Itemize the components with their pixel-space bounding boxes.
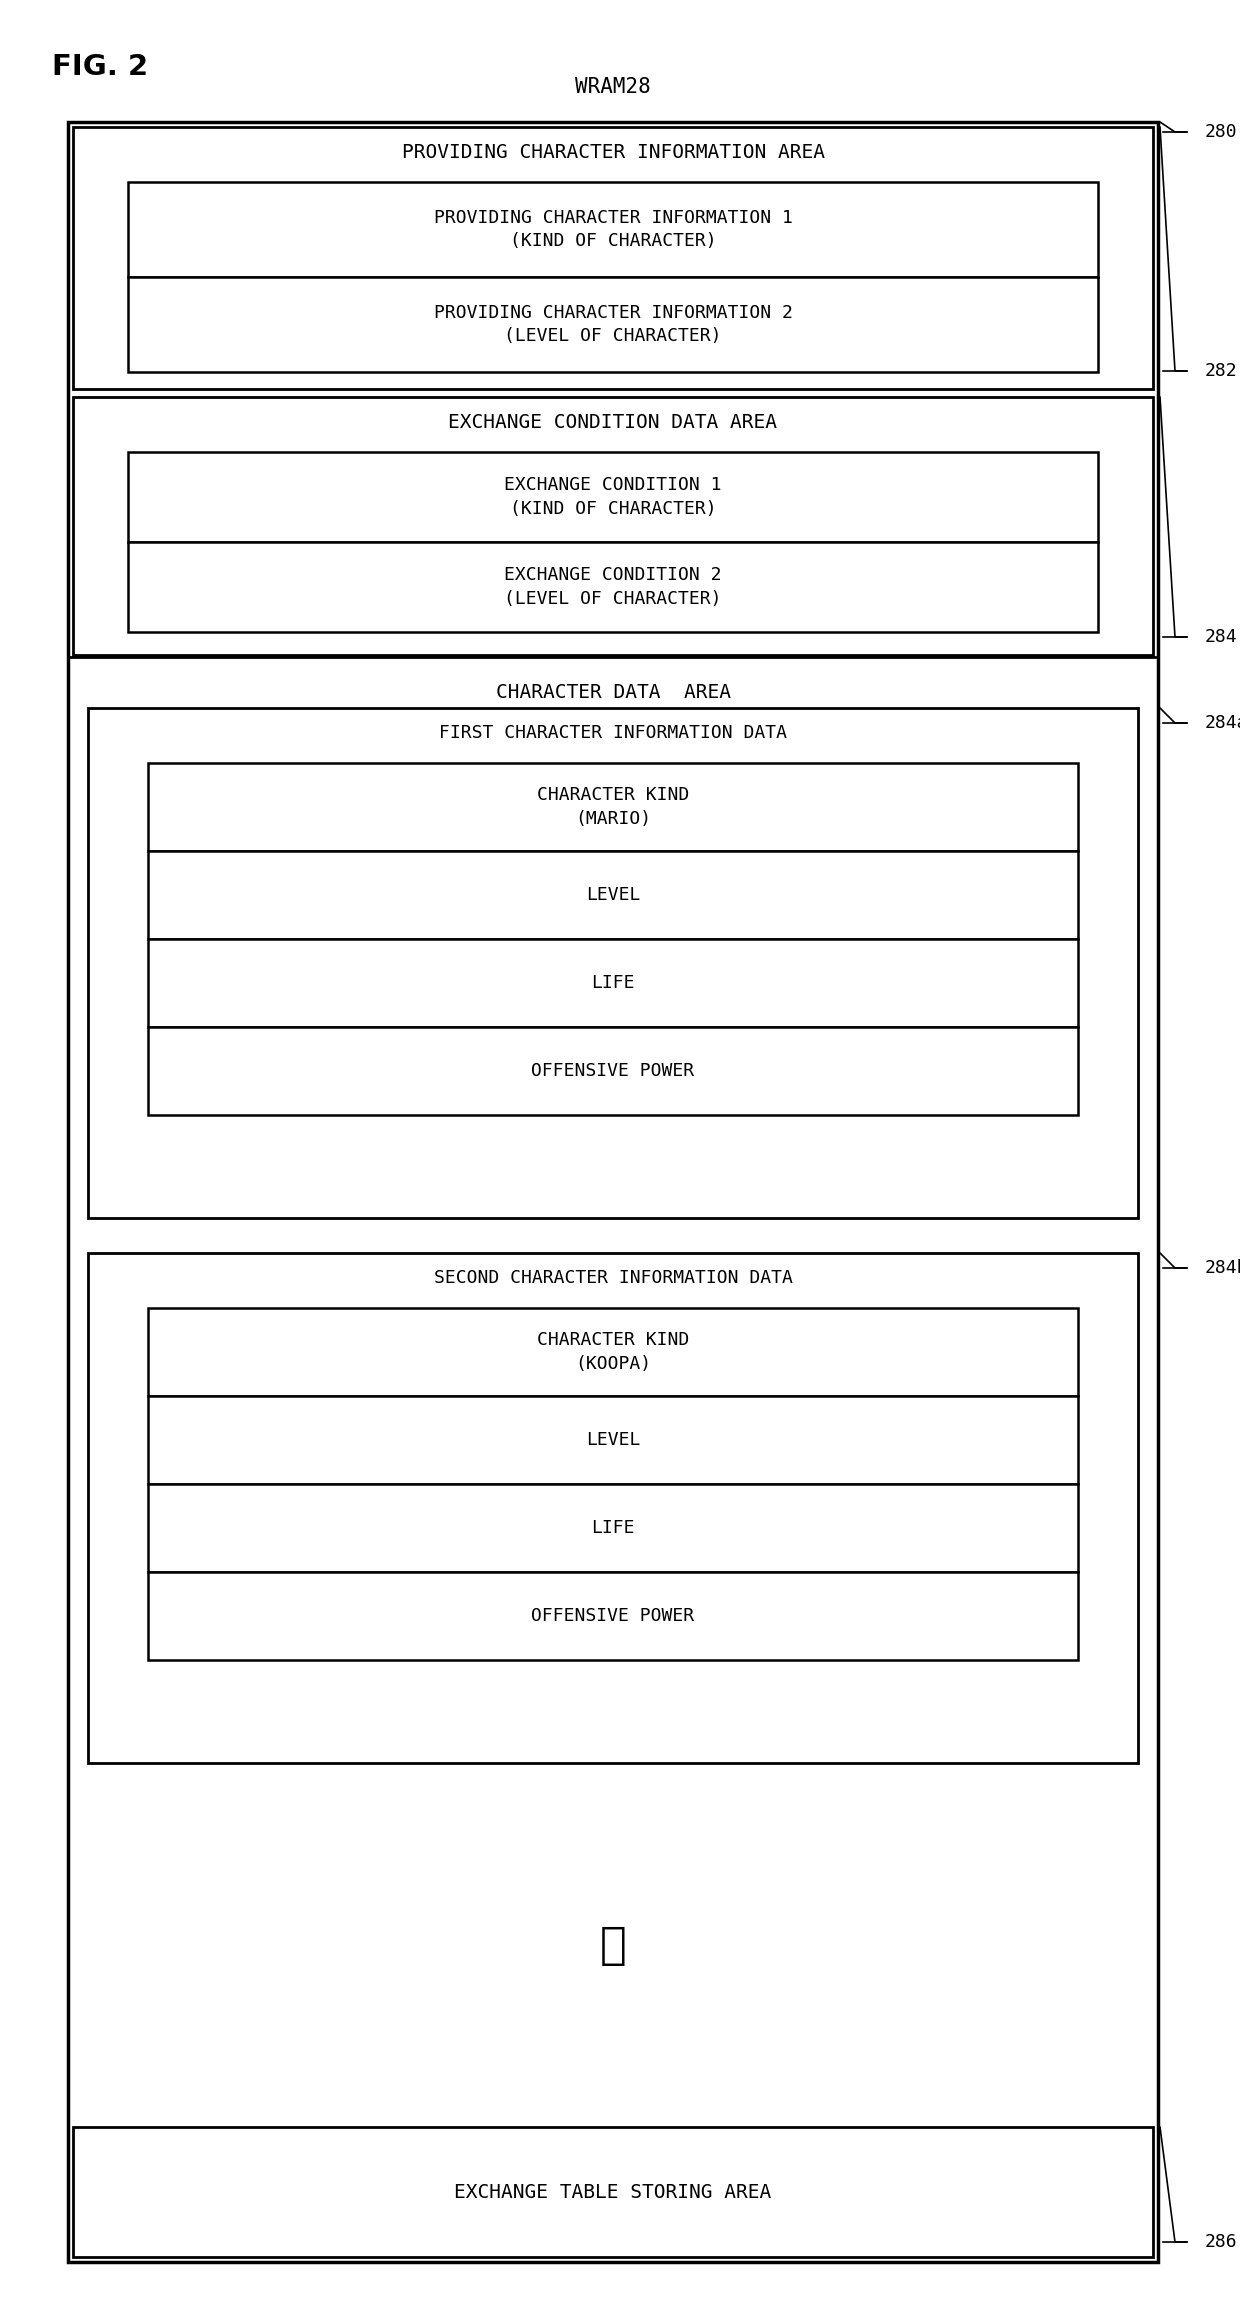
Bar [68,123,1158,2262]
Text: OFFENSIVE POWER: OFFENSIVE POWER [532,1061,694,1080]
Text: PROVIDING CHARACTER INFORMATION 2
(LEVEL OF CHARACTER): PROVIDING CHARACTER INFORMATION 2 (LEVEL… [434,304,792,346]
Bar [88,708,1138,1219]
Text: OFFENSIVE POWER: OFFENSIVE POWER [532,1607,694,1625]
Bar [148,938,1078,1026]
Bar [128,276,1097,372]
Bar [73,397,1153,655]
Text: LEVEL: LEVEL [585,887,640,903]
Bar [128,181,1097,276]
Bar [128,453,1097,541]
Text: EXCHANGE TABLE STORING AREA: EXCHANGE TABLE STORING AREA [454,2183,771,2201]
Text: ⋮: ⋮ [600,1923,626,1967]
Bar [128,541,1097,632]
Text: 286: 286 [1205,2234,1238,2250]
Bar [148,1307,1078,1396]
Text: CHARACTER KIND
(MARIO): CHARACTER KIND (MARIO) [537,787,689,829]
Text: 284b: 284b [1205,1259,1240,1277]
Text: FIG. 2: FIG. 2 [52,53,148,81]
Text: EXCHANGE CONDITION DATA AREA: EXCHANGE CONDITION DATA AREA [449,413,777,432]
Bar [73,2127,1153,2257]
Bar [148,1026,1078,1115]
Text: 284: 284 [1205,627,1238,646]
Bar [88,1254,1138,1762]
Text: 280: 280 [1205,123,1238,142]
Bar [148,1396,1078,1484]
Bar [148,764,1078,850]
Text: LEVEL: LEVEL [585,1430,640,1449]
Text: FIRST CHARACTER INFORMATION DATA: FIRST CHARACTER INFORMATION DATA [439,724,787,743]
Text: 284a: 284a [1205,713,1240,731]
Text: CHARACTER KIND
(KOOPA): CHARACTER KIND (KOOPA) [537,1331,689,1372]
Bar [148,850,1078,938]
Text: 282: 282 [1205,362,1238,381]
Text: LIFE: LIFE [591,973,635,991]
Text: PROVIDING CHARACTER INFORMATION 1
(KIND OF CHARACTER): PROVIDING CHARACTER INFORMATION 1 (KIND … [434,209,792,251]
Text: LIFE: LIFE [591,1519,635,1537]
Text: WRAM28: WRAM28 [575,77,651,98]
Text: CHARACTER DATA  AREA: CHARACTER DATA AREA [496,683,730,704]
Bar [148,1572,1078,1660]
Text: EXCHANGE CONDITION 1
(KIND OF CHARACTER): EXCHANGE CONDITION 1 (KIND OF CHARACTER) [505,476,722,518]
Text: SECOND CHARACTER INFORMATION DATA: SECOND CHARACTER INFORMATION DATA [434,1270,792,1286]
Bar [148,1484,1078,1572]
Bar [73,128,1153,390]
Text: EXCHANGE CONDITION 2
(LEVEL OF CHARACTER): EXCHANGE CONDITION 2 (LEVEL OF CHARACTER… [505,567,722,608]
Text: PROVIDING CHARACTER INFORMATION AREA: PROVIDING CHARACTER INFORMATION AREA [402,142,825,163]
